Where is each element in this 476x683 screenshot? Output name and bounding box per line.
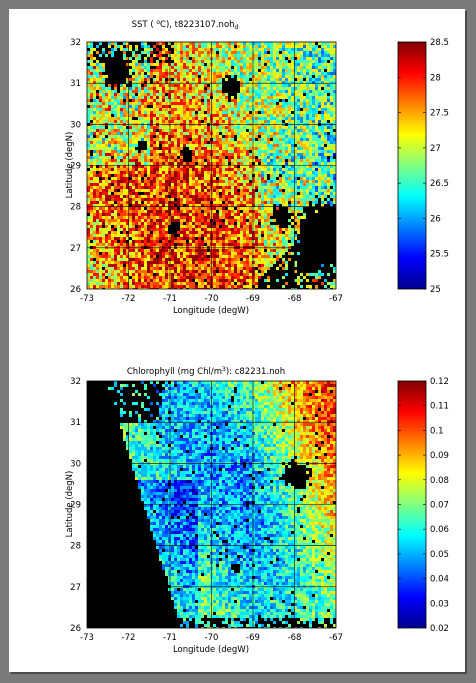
chl-y-tick-label: 30: [70, 459, 81, 469]
sst-color-band: [327, 153, 336, 162]
figure-canvas: SST ( oC), t8223107.nohd -73 -72 -71 -70 -69…: [65, 19, 449, 655]
sst-y-tick-label: 30: [70, 120, 81, 130]
sst-x-tick-label: -70: [205, 294, 219, 304]
chl-y-tick-label: 27: [70, 583, 81, 593]
chl-color-band: [120, 381, 336, 628]
chl-x-tick-label: -70: [205, 633, 219, 643]
sst-colorbar-tick-label: 26: [430, 214, 441, 224]
sst-y-tick-label: 29: [70, 162, 81, 172]
sst-colorbar-tick-label: 25.5: [430, 250, 449, 260]
chl-color-band: [321, 381, 336, 432]
chl-y-tick-label: 32: [70, 377, 81, 387]
chl-colorbar-tick-label: 0.04: [430, 575, 449, 585]
sst-y-tick-label: 27: [70, 244, 81, 254]
chl-x-tick-label: -68: [288, 633, 302, 643]
chl-panel: Chlorophyll (mg Chl/m3): c82231.noh -73-…: [65, 366, 449, 655]
sst-axes-frame: [86, 41, 337, 290]
chl-colorbar-tick-label: 0.06: [430, 525, 449, 535]
chl-colorbar-tick-label: 0.02: [430, 624, 449, 634]
figure-sheet: SST ( oC), t8223107.nohd -73 -72 -71 -70 -69…: [9, 9, 465, 672]
chl-x-tick-labels: -73 -72 -71 -70 -69 -68 -67: [80, 633, 343, 643]
sst-x-tick-label: -73: [80, 294, 94, 304]
sst-color-band: [96, 120, 261, 289]
chl-color-band: [123, 381, 336, 628]
chl-color-band: [303, 387, 336, 468]
sst-ylabel: Latitude (degN): [65, 132, 75, 199]
chl-y-tick-labels: 26 27 28 29 30 31 32: [70, 377, 81, 634]
chl-colorbar-tick-label: 0.12: [430, 377, 449, 387]
chl-gridlines: [87, 381, 336, 628]
sst-x-tick-label: -69: [246, 294, 260, 304]
sst-colorbar-tick-label: 26.5: [430, 179, 449, 189]
sst-color-band: [87, 42, 336, 289]
chl-ylabel: Latitude (degN): [65, 471, 75, 538]
chl-color-band: [294, 381, 336, 516]
sst-y-tick-label: 26: [70, 285, 81, 295]
chl-colorbar-tick-labels: 0.02 0.03 0.04 0.05 0.06 0.07 0.08 0.09 0.1 0.11 0…: [398, 377, 449, 634]
sst-title: SST ( oC), t8223107.nohd: [132, 19, 239, 31]
chl-colorbar-tick-label: 0.08: [430, 476, 449, 486]
sst-panel: SST ( oC), t8223107.nohd -73 -72 -71 -70 -69…: [65, 19, 449, 316]
chl-colorbar-tick-label: 0.11: [430, 402, 449, 412]
sst-colorbar-tick-label: 27.5: [430, 109, 449, 119]
sst-color-band: [87, 42, 336, 289]
chl-colorbar: [397, 380, 427, 629]
sst-colorbar-tick-label: 25: [430, 285, 441, 295]
chl-y-tick-label: 29: [70, 501, 81, 511]
chl-x-tick-label: -72: [122, 633, 136, 643]
sst-colorbar-tick-label: 28.5: [430, 38, 449, 48]
chl-color-band: [270, 381, 336, 561]
chl-x-tick-label: -67: [329, 633, 343, 643]
sst-y-tick-label: 28: [70, 203, 81, 213]
chl-x-tick-label: -73: [80, 633, 94, 643]
chl-xlabel: Longitude (degW): [173, 645, 249, 655]
sst-gridlines: [87, 42, 336, 289]
sst-y-tick-label: 31: [70, 79, 81, 89]
sst-x-tick-label: -72: [122, 294, 136, 304]
chl-color-band: [291, 381, 336, 477]
chl-x-tick-label: -71: [163, 633, 177, 643]
sst-colorbar-tick-label: 28: [430, 73, 441, 83]
chl-color-band: [168, 480, 195, 519]
sst-color-band: [87, 42, 309, 289]
chl-y-tick-label: 26: [70, 624, 81, 634]
chl-axes-frame: [86, 380, 337, 629]
sst-y-tick-label: 32: [70, 38, 81, 48]
sst-xlabel: Longitude (degW): [173, 306, 249, 316]
chl-y-tick-label: 31: [70, 418, 81, 428]
sst-x-tick-label: -71: [163, 294, 177, 304]
sst-x-tick-label: -68: [288, 294, 302, 304]
sst-x-tick-labels: -73 -72 -71 -70 -69 -68 -67: [80, 294, 343, 304]
sst-colorbar-tick-label: 27: [430, 144, 441, 154]
chl-colorbar-tick-label: 0.03: [430, 599, 449, 609]
chl-y-tick-label: 28: [70, 542, 81, 552]
chl-color-band: [267, 381, 336, 534]
chl-colorbar-tick-label: 0.09: [430, 451, 449, 461]
sst-color-band: [87, 42, 336, 289]
sst-y-tick-labels: 26 27 28 29 30 31 32: [70, 38, 81, 295]
chl-colorbar-tick-label: 0.07: [430, 501, 449, 511]
sst-colorbar-tick-labels: 25 25.5 26 26.5 27 27.5 28 28.5: [398, 38, 449, 295]
chl-title: Chlorophyll (mg Chl/m3): c82231.noh: [127, 366, 285, 377]
chl-x-tick-label: -69: [246, 633, 260, 643]
chl-colorbar-tick-label: 0.05: [430, 550, 449, 560]
sst-colorbar: [397, 41, 427, 290]
chl-colorbar-tick-label: 0.1: [430, 426, 444, 436]
chl-color-band: [108, 381, 336, 628]
sst-x-tick-label: -67: [329, 294, 343, 304]
